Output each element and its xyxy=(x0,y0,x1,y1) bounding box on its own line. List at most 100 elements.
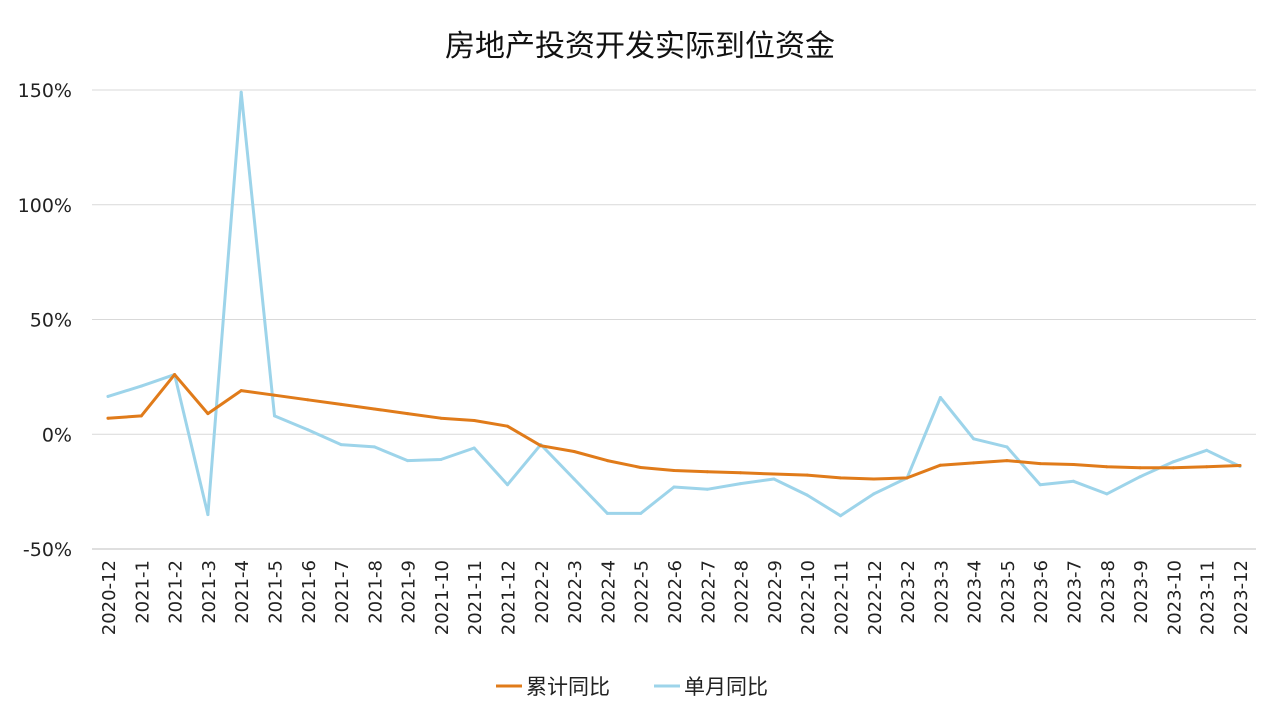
data-point xyxy=(1138,466,1142,470)
x-tick-label: 2022-5 xyxy=(632,560,653,624)
data-point xyxy=(1005,445,1009,449)
x-tick-label: 2022-9 xyxy=(765,560,786,624)
data-point xyxy=(1138,475,1142,479)
x-tick-label: 2023-8 xyxy=(1098,560,1119,624)
legend-label-0: 累计同比 xyxy=(526,675,610,699)
data-point xyxy=(938,396,942,399)
x-tick-label: 2022-6 xyxy=(665,560,686,624)
x-tick-label: 2022-4 xyxy=(598,560,619,624)
data-point xyxy=(106,394,110,398)
data-point xyxy=(372,407,376,411)
data-point xyxy=(406,412,410,416)
legend-label-1: 单月同比 xyxy=(684,675,768,699)
data-point xyxy=(839,476,842,480)
data-point xyxy=(605,459,609,463)
data-point xyxy=(639,466,643,469)
data-point xyxy=(339,443,343,447)
data-point xyxy=(439,458,443,461)
data-point xyxy=(938,463,942,467)
data-point xyxy=(639,511,643,515)
data-point xyxy=(1205,465,1209,469)
data-point xyxy=(805,473,809,477)
data-point xyxy=(1205,448,1209,452)
series-lines xyxy=(106,90,1242,518)
x-tick-label: 2021-9 xyxy=(399,560,420,624)
data-point xyxy=(1072,479,1075,483)
x-tick-label: 2023-7 xyxy=(1065,560,1086,624)
data-point xyxy=(1005,459,1009,463)
data-point xyxy=(472,419,476,422)
data-point xyxy=(339,402,343,406)
data-point xyxy=(772,472,776,476)
y-tick-label: 100% xyxy=(18,195,72,217)
data-point xyxy=(972,437,976,441)
x-tick-label: 2021-8 xyxy=(365,560,386,624)
x-tick-label: 2020-12 xyxy=(99,560,120,635)
x-tick-label: 2023-2 xyxy=(898,560,919,624)
x-tick-label: 2021-4 xyxy=(232,560,253,624)
data-point xyxy=(106,416,110,420)
data-point xyxy=(539,444,543,448)
x-tick-label: 2023-6 xyxy=(1031,560,1052,624)
data-point xyxy=(705,470,709,474)
data-point xyxy=(306,398,310,402)
x-tick-label: 2021-12 xyxy=(499,560,520,635)
x-tick-label: 2021-7 xyxy=(332,560,353,624)
data-point xyxy=(1105,492,1109,496)
y-tick-label: 0% xyxy=(42,424,72,446)
series-line-0 xyxy=(106,373,1242,481)
data-point xyxy=(439,416,443,420)
y-tick-label: 50% xyxy=(30,310,72,332)
series-line-1 xyxy=(106,90,1242,518)
x-tick-label: 2022-2 xyxy=(532,560,553,624)
x-tick-label: 2022-10 xyxy=(798,560,819,635)
x-tick-label: 2023-11 xyxy=(1198,560,1219,635)
x-tick-label: 2023-10 xyxy=(1164,560,1185,635)
x-tick-label: 2022-3 xyxy=(565,560,586,624)
y-tick-label: 150% xyxy=(18,80,72,102)
data-point xyxy=(772,477,776,481)
data-point xyxy=(139,414,143,418)
data-point xyxy=(506,424,509,428)
data-point xyxy=(672,469,676,472)
grid-lines xyxy=(92,89,1256,550)
data-point xyxy=(1171,466,1175,470)
data-point xyxy=(1105,465,1109,469)
x-tick-label: 2023-3 xyxy=(931,560,952,624)
data-point xyxy=(705,487,709,491)
x-tick-label: 2023-4 xyxy=(965,560,986,624)
x-axis-ticks: 2020-12 2021-1 2021-2 2021-3 2021-4 2021-5 202… xyxy=(99,560,1252,635)
data-point xyxy=(739,482,743,486)
data-point xyxy=(472,446,476,450)
x-tick-label: 2021-2 xyxy=(166,560,187,624)
data-point xyxy=(306,428,310,432)
data-point xyxy=(173,373,177,377)
x-tick-label: 2021-10 xyxy=(432,560,453,635)
data-point xyxy=(905,476,909,480)
data-point xyxy=(506,483,509,487)
data-point xyxy=(1038,483,1042,487)
x-tick-label: 2021-6 xyxy=(299,560,320,624)
data-point xyxy=(273,393,276,397)
x-tick-label: 2021-1 xyxy=(132,560,153,624)
data-point xyxy=(572,450,576,453)
x-tick-label: 2023-12 xyxy=(1231,560,1252,635)
chart-title: 房地产投资开发实际到位资金 xyxy=(445,29,835,64)
x-tick-label: 2022-8 xyxy=(732,560,753,624)
data-point xyxy=(239,90,243,94)
data-point xyxy=(206,513,210,517)
y-tick-label: -50% xyxy=(23,539,72,561)
x-tick-label: 2023-5 xyxy=(998,560,1019,624)
x-tick-label: 2022-11 xyxy=(831,560,852,635)
data-point xyxy=(872,492,876,496)
data-point xyxy=(1038,462,1042,466)
data-point xyxy=(972,461,976,465)
x-tick-label: 2021-5 xyxy=(265,560,286,624)
data-point xyxy=(672,485,676,489)
data-point xyxy=(1171,460,1175,464)
data-point xyxy=(739,471,743,475)
data-point xyxy=(206,412,210,416)
data-point xyxy=(805,493,809,497)
